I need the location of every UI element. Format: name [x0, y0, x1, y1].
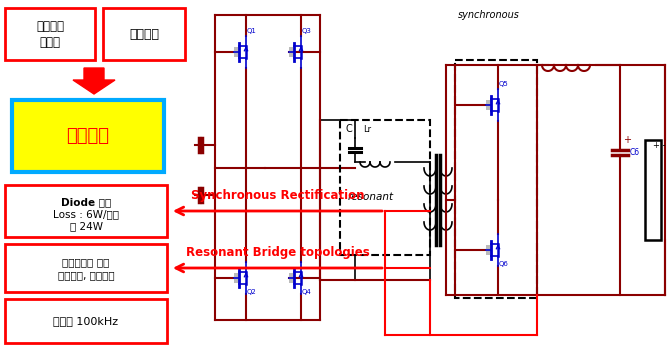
- Text: Resonant Bridge topologies: Resonant Bridge topologies: [186, 246, 370, 259]
- Text: Q5: Q5: [499, 81, 509, 87]
- Bar: [5, 299, 167, 343]
- Text: 총 24W: 총 24W: [69, 221, 103, 231]
- Bar: [289, 47, 294, 57]
- Bar: [5, 185, 167, 237]
- Text: 주파수 100kHz: 주파수 100kHz: [54, 316, 118, 326]
- FancyArrow shape: [73, 68, 115, 94]
- Text: Q2: Q2: [247, 289, 257, 295]
- Bar: [234, 273, 239, 283]
- Text: Loss : 6W/개당: Loss : 6W/개당: [53, 209, 119, 219]
- Bar: [5, 244, 167, 292]
- Bar: [289, 273, 294, 283]
- Text: Q3: Q3: [302, 28, 312, 34]
- Text: 고용량화, 고효율화: 고용량화, 고효율화: [58, 270, 114, 280]
- Bar: [645, 140, 661, 240]
- Bar: [486, 245, 491, 255]
- Bar: [340, 120, 430, 255]
- Text: 고효율화: 고효율화: [67, 127, 110, 145]
- Text: synchronous: synchronous: [458, 10, 520, 20]
- Bar: [486, 100, 491, 110]
- Text: 고용량화: 고용량화: [129, 28, 159, 41]
- Text: + -: + -: [653, 141, 665, 150]
- Bar: [455, 60, 537, 298]
- Bar: [234, 47, 239, 57]
- Bar: [12, 100, 164, 172]
- Text: 공진브릿지 적용: 공진브릿지 적용: [62, 257, 110, 267]
- Text: C: C: [345, 124, 351, 134]
- Text: Q4: Q4: [302, 289, 312, 295]
- Text: Lr: Lr: [363, 125, 371, 134]
- Text: C6: C6: [630, 148, 640, 157]
- Text: resonant: resonant: [348, 192, 394, 202]
- Text: Q1: Q1: [247, 28, 257, 34]
- Text: Q6: Q6: [499, 261, 509, 267]
- Text: 방열면적
최소화: 방열면적 최소화: [36, 20, 64, 49]
- Text: Diode 정류: Diode 정류: [61, 197, 111, 207]
- Bar: [5, 8, 95, 60]
- Text: Synchronous Rectification: Synchronous Rectification: [192, 189, 365, 202]
- Text: +: +: [623, 135, 631, 145]
- Bar: [103, 8, 185, 60]
